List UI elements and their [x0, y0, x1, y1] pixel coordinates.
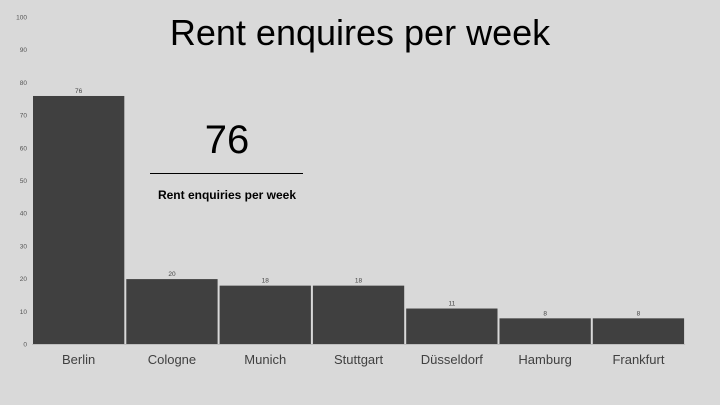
y-tick-label: 30: [20, 243, 28, 250]
data-label: 18: [262, 278, 270, 285]
y-tick-label: 100: [16, 15, 27, 22]
bar: [33, 95, 125, 345]
bar: [126, 279, 218, 345]
chart-title: Rent enquires per week: [169, 12, 551, 53]
y-tick-label: 50: [20, 178, 28, 185]
kpi-divider: [150, 173, 303, 174]
y-tick-label: 60: [20, 145, 28, 152]
category-label: Stuttgart: [334, 352, 384, 367]
data-label: 8: [637, 310, 641, 317]
category-label: Cologne: [148, 352, 196, 367]
category-label: Munich: [244, 352, 286, 367]
category-label: Berlin: [62, 352, 95, 367]
y-tick-label: 80: [20, 80, 28, 87]
y-tick-label: 40: [20, 211, 28, 218]
bar: [219, 285, 311, 345]
category-label: Hamburg: [518, 352, 571, 367]
y-tick-label: 0: [23, 342, 27, 349]
y-tick-label: 20: [20, 276, 28, 283]
bar: [312, 285, 405, 345]
bar: [406, 308, 498, 345]
category-label: Düsseldorf: [421, 352, 484, 367]
bar: [499, 318, 591, 345]
data-label: 20: [168, 271, 176, 278]
y-tick-label: 70: [20, 113, 28, 120]
bar: [592, 318, 685, 345]
kpi-label: Rent enquiries per week: [157, 188, 297, 202]
data-label: 8: [543, 310, 547, 317]
data-label: 76: [75, 88, 83, 95]
category-label: Frankfurt: [612, 352, 664, 367]
y-tick-label: 10: [20, 309, 28, 316]
data-label: 18: [355, 278, 363, 285]
data-label: 11: [448, 301, 455, 308]
y-tick-label: 90: [20, 47, 28, 54]
kpi-value: 76: [204, 118, 250, 162]
